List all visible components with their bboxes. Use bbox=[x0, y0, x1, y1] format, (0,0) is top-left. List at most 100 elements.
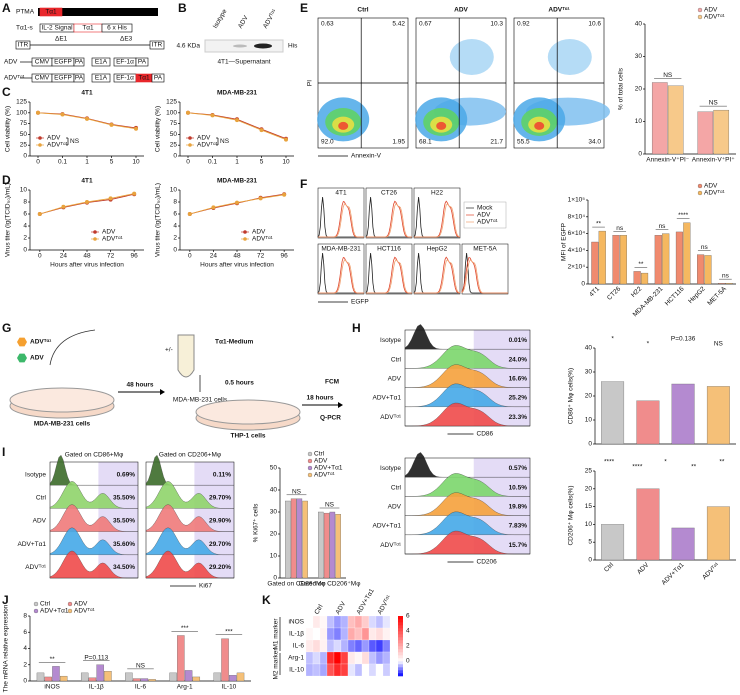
y-tick-label: 5 bbox=[588, 539, 592, 546]
y-tick-label: 10 bbox=[20, 187, 28, 194]
schematic-label: Tα1 bbox=[82, 25, 94, 32]
data-point bbox=[210, 113, 215, 118]
bar bbox=[104, 671, 112, 682]
arrowhead bbox=[160, 389, 165, 395]
colorbar-step bbox=[398, 634, 403, 638]
tube bbox=[177, 334, 195, 378]
bar bbox=[713, 109, 730, 155]
heatmap-cell bbox=[326, 639, 335, 653]
label: Tα1-s bbox=[16, 25, 34, 32]
heatmap-cell bbox=[319, 639, 328, 653]
annotation: * bbox=[647, 341, 650, 348]
annotation: ** bbox=[596, 221, 602, 228]
construct-name: ADVᵀᵅ¹ bbox=[4, 75, 26, 82]
colorbar-step bbox=[398, 631, 403, 635]
bar bbox=[296, 498, 303, 579]
y-tick-label: 50 bbox=[270, 465, 278, 472]
bar bbox=[725, 283, 733, 285]
gate-percent: 0.01% bbox=[509, 337, 528, 344]
x-tick-label: Annexin-V⁺PI⁻ bbox=[646, 157, 690, 164]
plot-title: 4T1 bbox=[335, 190, 347, 197]
colorbar-step bbox=[398, 661, 403, 665]
histogram-curve bbox=[145, 481, 234, 509]
row-label: ADV+Tα1 bbox=[17, 541, 46, 548]
annotation: NS bbox=[325, 502, 335, 509]
y-axis-label: The mRNA relative expression bbox=[3, 604, 10, 692]
y-tick-label: 10 bbox=[585, 521, 593, 528]
x-tick-label: 1 bbox=[235, 159, 239, 166]
panel-title: Gated on CD86+Mφ bbox=[65, 452, 124, 459]
y-tick-label: 0 bbox=[638, 151, 642, 158]
heatmap-cell bbox=[340, 627, 349, 641]
histogram-curve bbox=[365, 196, 412, 238]
bar bbox=[184, 670, 193, 682]
schematic-box bbox=[73, 57, 85, 67]
schematic-box bbox=[135, 57, 149, 67]
blot-band bbox=[233, 44, 247, 48]
size-label: 4.6 KDa bbox=[177, 43, 201, 50]
data-point bbox=[282, 192, 287, 197]
x-tick-label: 48 bbox=[83, 253, 91, 260]
y-tick-label: 25 bbox=[585, 468, 593, 475]
x-tick-label: 24 bbox=[60, 253, 68, 260]
heatmap-cell bbox=[347, 639, 356, 653]
plot-title: Ctrl bbox=[357, 7, 368, 14]
schematic-label: EF-1α bbox=[116, 59, 134, 66]
heatmap-cell bbox=[326, 651, 335, 665]
plot-title: ADVᵀᵅ¹ bbox=[548, 7, 569, 14]
heatmap-cell bbox=[326, 615, 335, 629]
y-tick-label: 0 bbox=[23, 247, 27, 254]
colorbar-label: 4 bbox=[406, 628, 410, 635]
legend-label: ADV bbox=[197, 135, 211, 142]
schematic-label: PA bbox=[75, 75, 84, 82]
bar bbox=[697, 254, 705, 285]
bar bbox=[641, 272, 649, 285]
schematic-label: PA bbox=[138, 59, 147, 66]
data-point bbox=[258, 196, 263, 201]
gate-percent: 24.0% bbox=[509, 356, 528, 363]
x-tick-label: Arg-1 bbox=[177, 684, 193, 691]
schematic-label: IL-2 Signal bbox=[41, 25, 73, 32]
data-point bbox=[186, 110, 190, 115]
legend-marker bbox=[67, 608, 73, 614]
row-label: ADVᵀᵅ¹ bbox=[380, 542, 402, 549]
density-blob bbox=[547, 39, 592, 75]
histogram-curve bbox=[414, 259, 461, 294]
bar bbox=[636, 400, 660, 445]
gate-percent: 0.57% bbox=[509, 465, 528, 472]
histogram-curve bbox=[145, 504, 234, 532]
y-axis-label: Cell viability (%) bbox=[155, 106, 162, 152]
y-axis-label: MFI of EGFP bbox=[561, 223, 568, 261]
heatmap-cell bbox=[382, 663, 391, 677]
legend-label: ADVᵀᵅ¹ bbox=[197, 142, 219, 149]
chart-title: 4T1 bbox=[81, 90, 93, 97]
row-label: IL-1β bbox=[289, 631, 304, 638]
annotation: *** bbox=[225, 628, 233, 635]
histogram-curve bbox=[365, 252, 412, 294]
y-tick-label: 100 bbox=[16, 109, 27, 116]
colorbar-step bbox=[398, 625, 403, 629]
heatmap-cell bbox=[305, 639, 314, 653]
histogram-curve bbox=[405, 492, 530, 516]
gate-percent: 29.70% bbox=[209, 494, 231, 501]
colorbar-step bbox=[398, 652, 403, 656]
step-label: 0.5 hours bbox=[225, 380, 254, 387]
legend-label: ADV bbox=[314, 458, 328, 465]
heatmap-cell bbox=[375, 639, 384, 653]
legend-marker bbox=[67, 601, 73, 607]
panel-label: F bbox=[300, 177, 307, 191]
gate-percent: 29.90% bbox=[209, 518, 231, 525]
panel-label: A bbox=[2, 1, 11, 15]
bar bbox=[671, 527, 695, 561]
plot-title: HCT116 bbox=[377, 246, 401, 253]
column-label: ADV bbox=[334, 600, 347, 616]
gate-percent: 35.60% bbox=[113, 541, 135, 548]
arrow bbox=[49, 329, 96, 366]
virus-icon bbox=[17, 353, 27, 363]
histogram-curve bbox=[145, 454, 234, 486]
label: ΔE3 bbox=[120, 36, 133, 43]
column-label: ADVᵀᵅ¹ bbox=[376, 594, 393, 616]
heatmap-cell bbox=[347, 615, 356, 629]
bar bbox=[88, 677, 97, 682]
